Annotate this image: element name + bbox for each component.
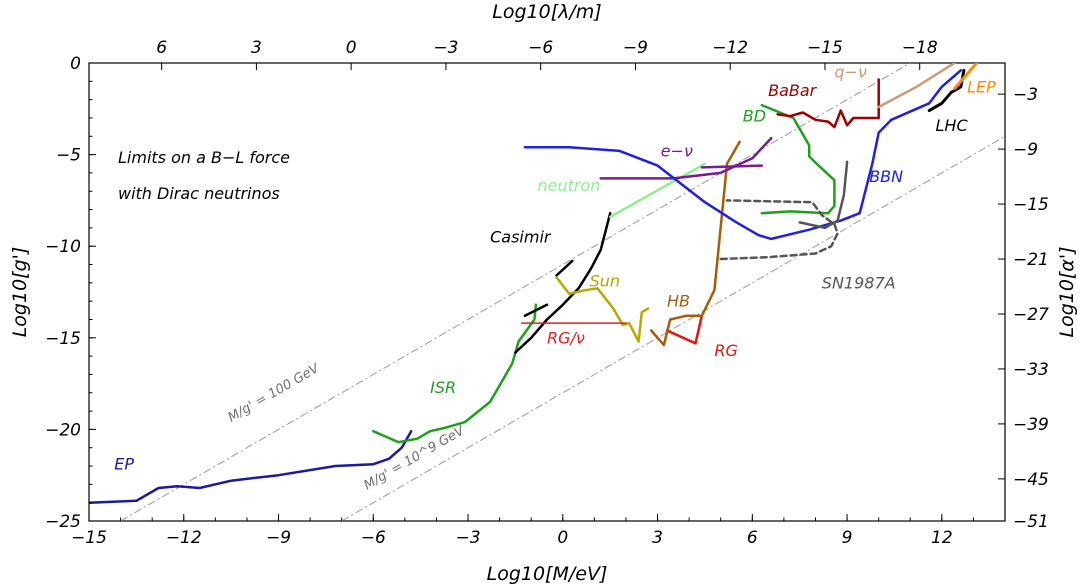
right-tick-label: −51	[1013, 512, 1049, 532]
y-tick-label: −15	[45, 329, 81, 349]
x-tick-label: 6	[747, 528, 758, 548]
top-axis-label: Log10[λ/m]	[492, 1, 601, 23]
series-sn1987a	[719, 199, 839, 261]
right-tick-label: −39	[1013, 415, 1049, 435]
label-e: e−ν	[661, 141, 693, 160]
label-sn1987a: SN1987A	[822, 273, 896, 292]
x-tick-label: −3	[456, 528, 481, 548]
series-bbn	[523, 69, 963, 241]
top-tick-label: −3	[433, 38, 458, 58]
y-tick-label: −5	[56, 146, 81, 166]
x-tick-label: −12	[166, 528, 202, 548]
y-tick-label: −20	[45, 420, 81, 440]
right-tick-label: −33	[1013, 360, 1049, 380]
y-tick-label: −25	[45, 512, 81, 532]
series-lep	[953, 63, 979, 91]
label-bbn: BBN	[869, 167, 903, 186]
series-ep	[89, 429, 413, 504]
label-babar: BaBar	[768, 81, 818, 100]
x-tick-label: 9	[842, 528, 853, 548]
series-sun	[555, 276, 650, 343]
right-tick-label: −27	[1013, 305, 1049, 325]
label-lhc: LHC	[936, 116, 969, 135]
top-tick-label: 3	[251, 38, 262, 58]
y-axis-label: Log10[g']	[9, 247, 31, 338]
tick-marks	[88, 62, 1006, 522]
series-e-b	[700, 164, 764, 169]
top-tick-label: −15	[807, 38, 843, 58]
label-q: q−ν	[834, 63, 867, 82]
x-axis-label: Log10[M/eV]	[487, 563, 608, 585]
label-sun: Sun	[590, 272, 620, 291]
series-group	[89, 63, 979, 504]
annotation-line-1: Limits on a B−L force	[118, 148, 290, 167]
x-tick-label: 12	[931, 528, 953, 548]
tick-labels: −15 −12 −9 −6 −3 0 3 6 9 12 −25 −20 −15 −10 −5 0 6 3 0 −3 −6…	[45, 38, 1049, 548]
x-tick-label: −15	[71, 528, 107, 548]
x-tick-label: 0	[557, 528, 568, 548]
series-isr	[372, 303, 538, 444]
label-casimir: Casimir	[490, 228, 552, 247]
label-ep: EP	[114, 455, 134, 474]
series-babar	[776, 78, 880, 129]
top-tick-label: −18	[902, 38, 938, 58]
x-tick-label: 3	[652, 528, 663, 548]
top-tick-label: 6	[156, 38, 167, 58]
series-bd	[760, 103, 836, 215]
series-neutron	[608, 162, 707, 219]
label-isr: ISR	[430, 378, 456, 397]
label-rg: RG	[714, 341, 738, 360]
y-tick-label: −10	[45, 237, 81, 257]
x-tick-label: −9	[266, 528, 291, 548]
right-tick-label: −3	[1013, 85, 1038, 105]
top-tick-label: −6	[528, 38, 553, 58]
right-tick-label: −15	[1013, 195, 1049, 215]
right-tick-label: −21	[1013, 250, 1049, 270]
label-bd: BD	[743, 107, 766, 126]
series-casimir-c	[555, 259, 574, 277]
series-casimir	[514, 211, 612, 354]
y-tick-label: 0	[70, 54, 81, 74]
label-neutron: neutron	[538, 176, 601, 195]
series-rg	[665, 314, 704, 345]
top-tick-label: −12	[712, 38, 748, 58]
label-rg: RG/ν	[547, 328, 585, 347]
right-tick-label: −45	[1013, 470, 1049, 490]
label-lep: LEP	[967, 77, 996, 96]
annotation-line-2: with Dirac neutrinos	[118, 184, 280, 203]
top-tick-label: 0	[346, 38, 357, 58]
top-tick-label: −9	[623, 38, 648, 58]
series-q	[877, 63, 956, 109]
plot-frame	[88, 62, 1006, 522]
series-e	[599, 136, 773, 180]
right-tick-label: −9	[1013, 140, 1038, 160]
series-sn1987a-b	[798, 160, 849, 230]
label-hb: HB	[667, 292, 690, 311]
x-tick-label: −6	[361, 528, 386, 548]
series-hb	[649, 140, 741, 347]
series-casimir-b	[523, 303, 549, 318]
right-axis-label: Log10[α']	[1056, 246, 1078, 337]
